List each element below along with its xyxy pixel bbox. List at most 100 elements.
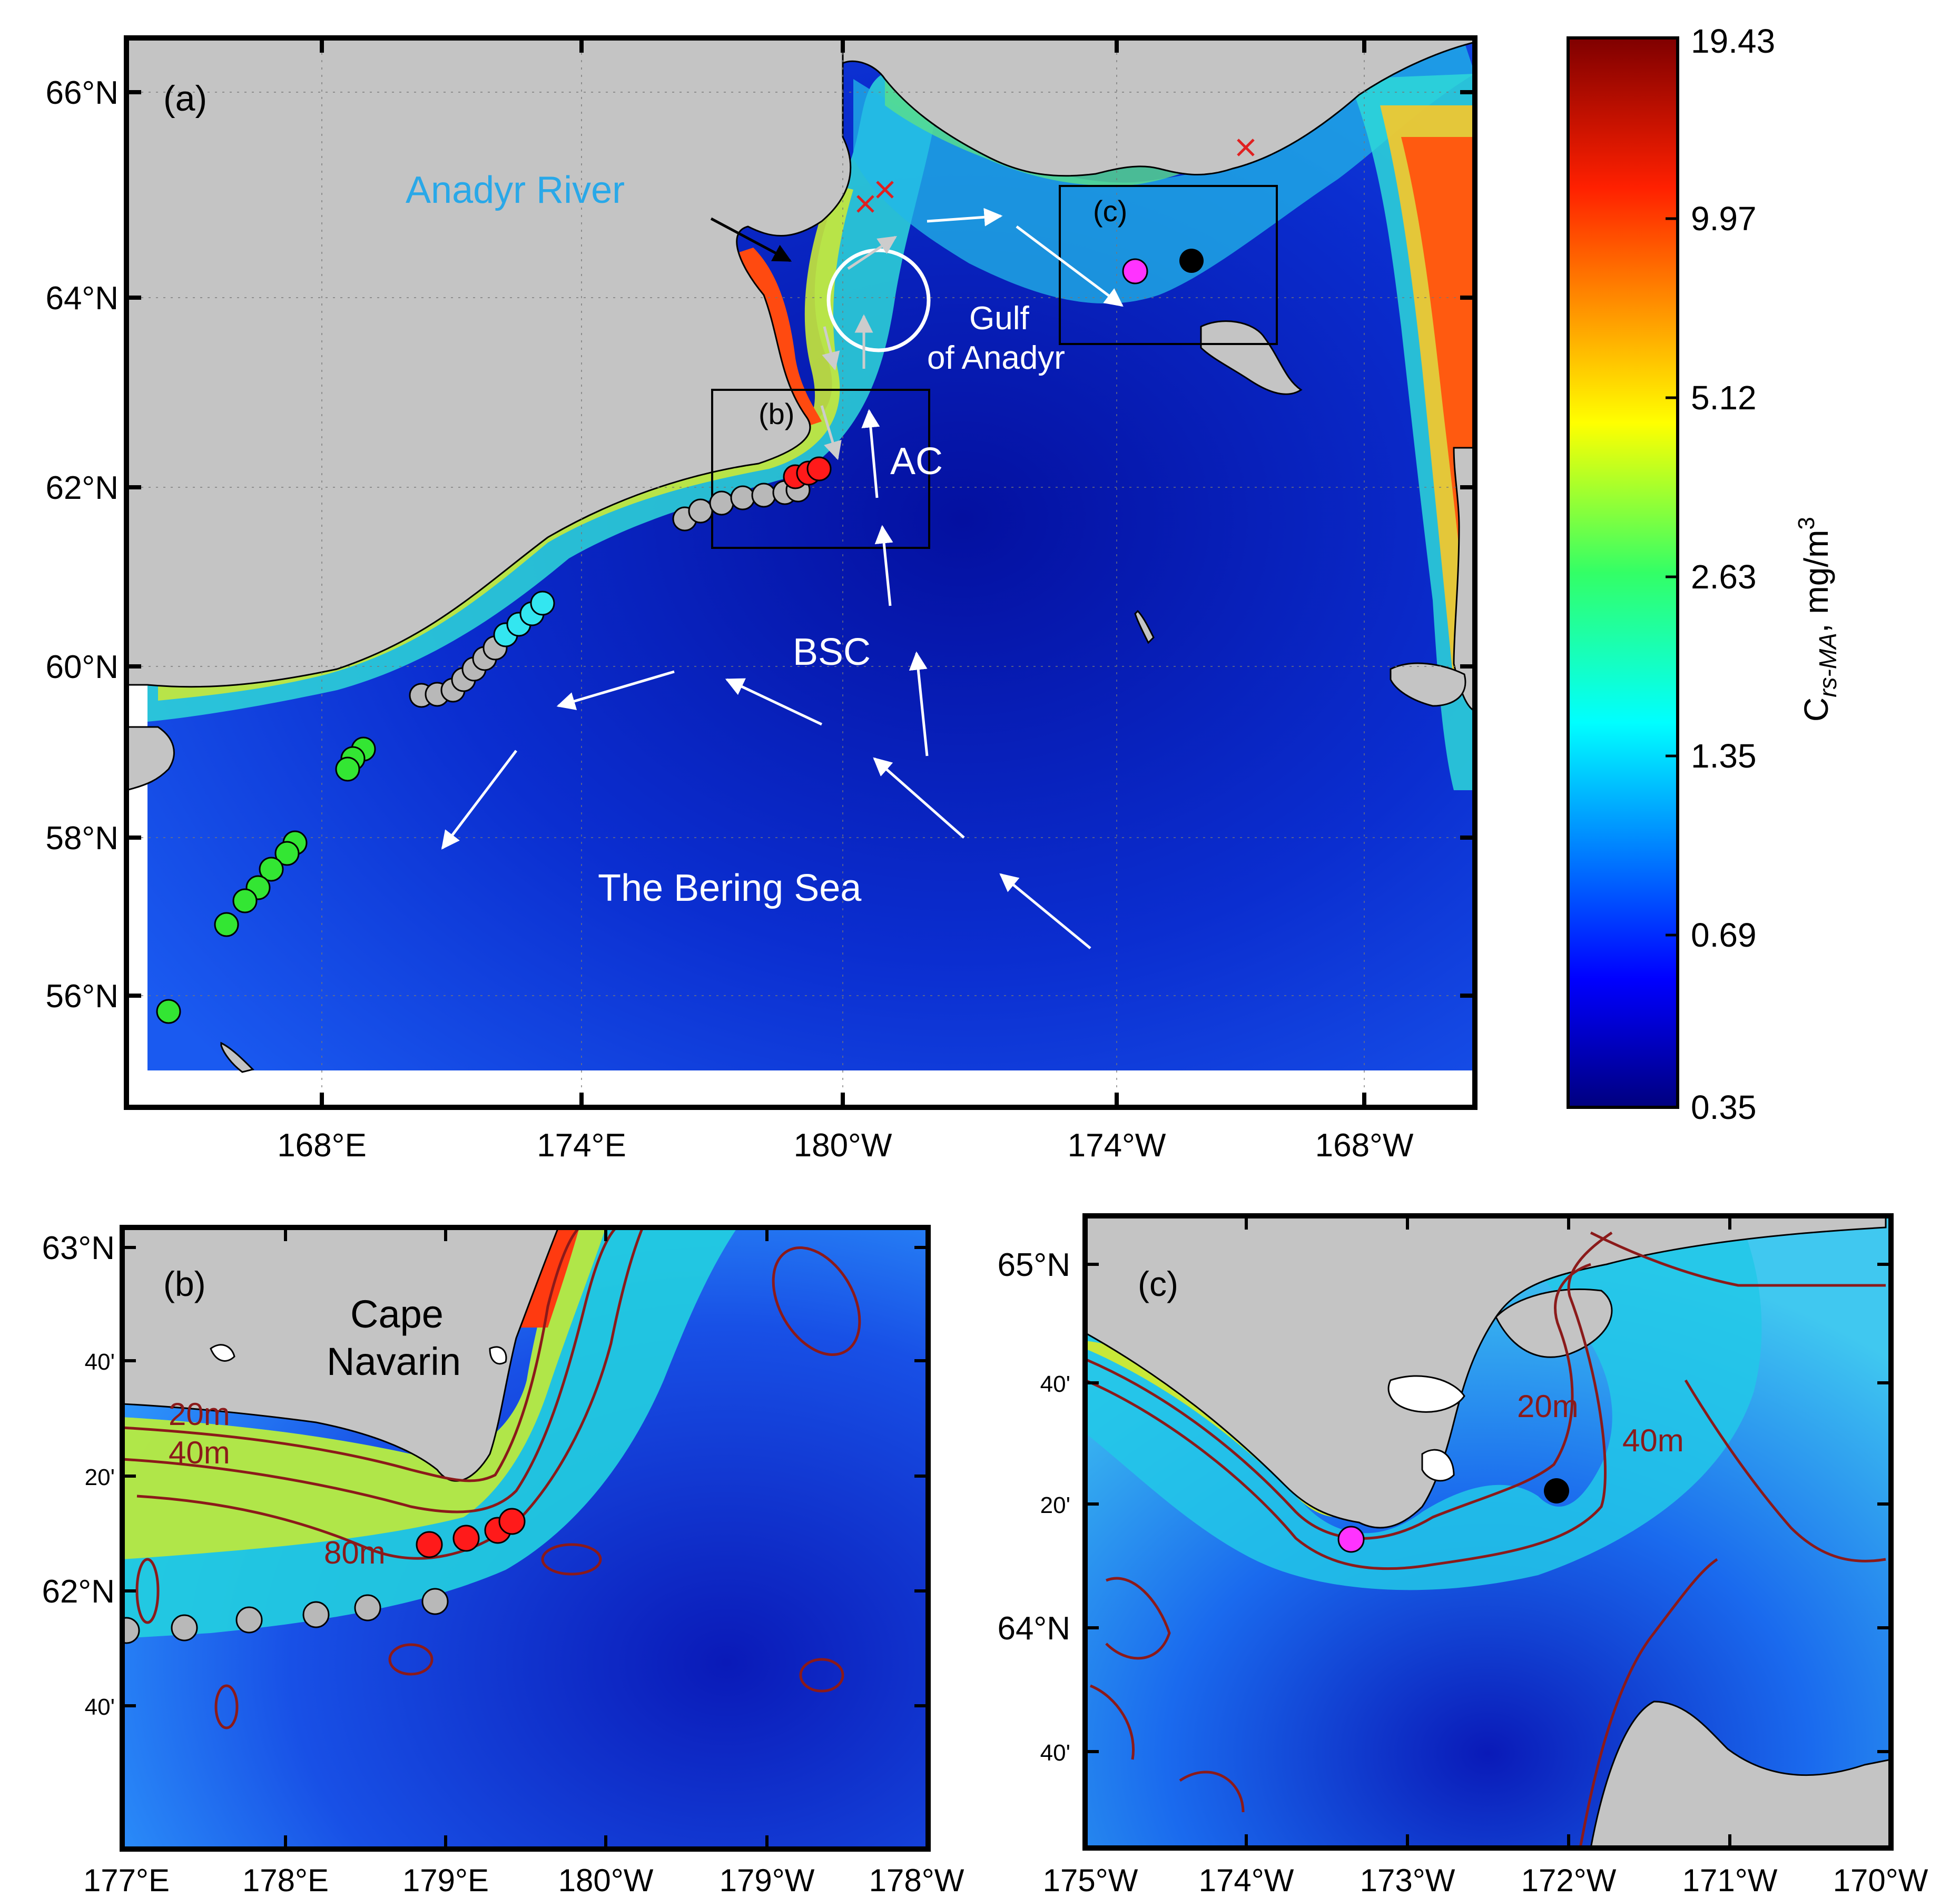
lat-tick-label: 40' [85,1349,115,1375]
colorbar-tick-labels: 19.43 9.97 5.12 2.63 1.35 0.69 0.35 [1691,22,1775,1126]
lon-tick-label: 168°W [1315,1127,1414,1164]
colorbar-axis-label: Crs-MA, mg/m3 [1794,517,1841,722]
panel-c-contours [1085,1231,1886,1848]
panel-c-frame [1082,1213,1894,1851]
lon-tick-label: 178°W [869,1863,964,1897]
panel-b-frame [120,1225,931,1852]
panel-b-contours [122,1227,861,1729]
gulf-shelf-band [853,42,1475,304]
colorbar-tick-label: 19.43 [1691,22,1775,60]
small-island [489,1346,507,1365]
contour-label-20m: 20m [1517,1389,1579,1424]
contour-label-40m: 40m [1622,1423,1684,1458]
lat-tick-label: 20' [85,1464,115,1490]
panel-b-shelf-band [122,1227,606,1559]
lat-tick-label: 40' [85,1694,115,1720]
lon-tick-label: 174°W [1199,1863,1294,1897]
current-arrows [441,208,1124,949]
bering-sea-label: The Bering Sea [598,867,862,909]
panel-a: (a) Anadyr River Gulf of Anadyr AC BSC T… [45,35,1478,1164]
inset-b-label: (b) [759,397,794,430]
lat-tick-label: 20' [1040,1492,1070,1518]
panel-c-label: (c) [1138,1264,1178,1303]
lon-tick-label: 177°E [83,1863,170,1897]
lat-tick-label: 40' [1040,1371,1070,1397]
stations-green [156,736,376,1024]
lon-tick-label: 175°W [1043,1863,1138,1897]
gyre-arrows [820,235,897,460]
lat-tick-label: 62°N [45,470,119,506]
lon-tick-label: 180°W [558,1863,654,1897]
peninsula-c [1495,1289,1613,1358]
cape-navarin-label-2: Navarin [327,1340,461,1383]
colorbar-tick-label: 1.35 [1691,737,1757,775]
contour-label-80m: 80m [324,1535,386,1570]
contour-40m [122,1227,617,1513]
panel-a-lon-labels: 168°E 174°E 180°W 174°W 168°W [277,1127,1414,1164]
cape-navarin-land [122,1227,559,1482]
lat-tick-label: 56°N [45,978,119,1015]
inset-box-b [711,389,930,549]
no-data-strip [126,1070,1475,1107]
panel-c: (c) 20m 40m 65°N 40' 20' 64°N 40' 175°W … [997,1213,1928,1897]
contour-40m-east [1579,1231,1886,1848]
colorbar-tick-label: 5.12 [1691,379,1757,417]
stations-cyan [493,591,555,647]
lat-tick-label: 40' [1040,1740,1070,1766]
st-lawrence-island [1200,320,1303,395]
colorbar-label-main: C [1797,697,1835,722]
panel-b-lon-labels: 177°E 178°E 179°E 180°W 179°W 178°W [83,1863,964,1897]
panel-a-label: (a) [163,78,207,119]
lon-tick-label: 168°E [277,1127,367,1164]
panel-a-grid [126,38,1475,1107]
anadyr-river-label: Anadyr River [406,169,625,211]
colorbar-tick-label: 9.97 [1691,200,1757,238]
panel-a-ticks [126,38,1475,1107]
lon-tick-label: 180°W [794,1127,892,1164]
cape-navarin-label-1: Cape [350,1292,444,1336]
panel-c-lon-labels: 175°W 174°W 173°W 172°W 171°W 170°W [1043,1863,1928,1897]
lon-tick-label: 172°W [1521,1863,1617,1897]
lon-tick-label: 179°W [720,1863,815,1897]
colorbar-label-sup: 3 [1794,517,1819,529]
lon-tick-label: 171°W [1682,1863,1778,1897]
st-lawrence-land-c [1590,1701,1891,1848]
panel-b-stations-red [416,1508,526,1558]
lat-tick-label: 58°N [45,820,119,857]
colorbar-tick-label: 0.69 [1691,916,1757,954]
chukotka-east-land [842,38,1475,177]
colorbar-label-sub: rs-MA [1814,633,1841,697]
ac-label: AC [890,440,943,483]
lat-tick-label: 63°N [42,1230,115,1266]
lon-tick-label: 178°E [242,1863,329,1897]
river-arrow [710,217,792,262]
small-island [210,1344,235,1362]
commander-island [220,1041,254,1073]
contour-20m [122,1227,580,1482]
lon-tick-label: 174°W [1068,1127,1166,1164]
station-black [1179,249,1204,273]
colorbar-gradient [1567,36,1679,1109]
station-magenta-c [1337,1526,1365,1553]
lat-tick-label: 66°N [45,75,119,111]
station-black-c [1544,1478,1569,1503]
panel-a-frame [124,35,1478,1110]
x-markers [856,139,1255,213]
white-inlet [1387,1375,1465,1413]
colorbar-tick-label: 2.63 [1691,558,1757,596]
contour-20m [1085,1263,1591,1540]
lon-tick-label: 170°W [1833,1863,1928,1897]
kamchatka-tip-land [126,726,175,791]
lat-tick-label: 65°N [997,1247,1070,1283]
chukotka-land-c [1085,1216,1887,1529]
panel-b-ticks [122,1227,928,1849]
station-magenta [1122,258,1148,284]
lat-tick-label: 64°N [997,1610,1070,1647]
gulf-label-2: of Anadyr [927,340,1065,376]
panel-b: (b) Cape Navarin 20m 40m 80m 63°N 40' 20… [42,1225,964,1897]
panel-c-lat-labels: 65°N 40' 20' 64°N 40' [997,1247,1070,1766]
white-inlet [1421,1449,1455,1482]
chukotka-land [126,38,852,688]
colorbar-label-unit: , mg/m [1797,530,1835,633]
